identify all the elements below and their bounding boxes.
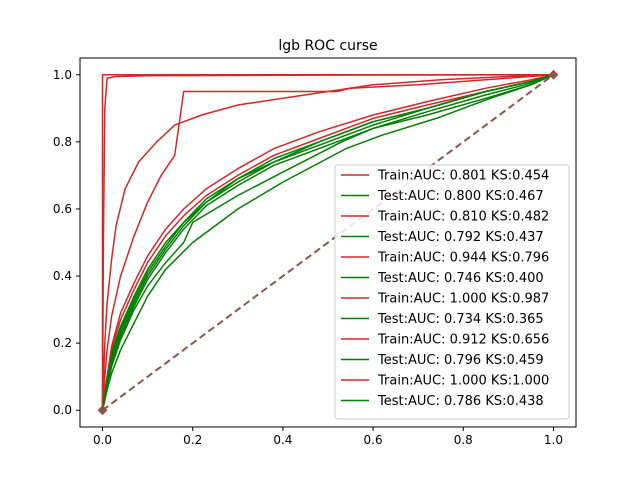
- x-tick-label: 0.4: [273, 433, 292, 447]
- y-tick-label: 0.8: [53, 135, 72, 149]
- roc-curve-train-3: [101, 74, 554, 411]
- legend-label: Train:AUC: 0.912 KS:0.656: [377, 333, 549, 348]
- y-axis-ticks: 0.0 0.2 0.4 0.6 0.8 1.0: [53, 68, 80, 417]
- axes-frame: [79, 57, 577, 428]
- legend: Train:AUC: 0.801 KS:0.454 Test:AUC: 0.800…: [334, 164, 570, 420]
- y-tick-label: 0.2: [53, 336, 72, 350]
- legend-label: Test:AUC: 0.796 KS:0.459: [377, 353, 544, 368]
- legend-label: Test:AUC: 0.792 KS:0.437: [377, 230, 544, 245]
- roc-curve-test-8: [101, 74, 554, 411]
- legend-label: Train:AUC: 0.810 KS:0.482: [377, 210, 549, 225]
- roc-curves: [101, 74, 554, 411]
- roc-curve-test-12: [101, 74, 554, 411]
- diagonal-marker: [548, 69, 559, 80]
- diagonal-marker: [97, 405, 108, 416]
- chance-diagonal: [97, 69, 559, 416]
- chart-title: lgb ROC curse: [278, 38, 377, 54]
- x-tick-label: 0.2: [183, 433, 202, 447]
- roc-curve-train-5: [101, 74, 554, 411]
- legend-label: Test:AUC: 0.734 KS:0.365: [377, 312, 544, 327]
- legend-label: Test:AUC: 0.800 KS:0.467: [377, 189, 544, 204]
- x-axis-ticks: 0.0 0.2 0.4 0.6 0.8 1.0: [93, 427, 563, 447]
- legend-label: Train:AUC: 0.801 KS:0.454: [377, 169, 549, 184]
- legend-label: Test:AUC: 0.786 KS:0.438: [377, 394, 544, 409]
- x-tick-label: 0.8: [454, 433, 473, 447]
- legend-label: Train:AUC: 1.000 KS:1.000: [377, 374, 549, 389]
- y-tick-label: 1.0: [53, 68, 72, 82]
- x-tick-label: 0.0: [93, 433, 112, 447]
- roc-curve-test-10: [101, 74, 554, 411]
- diagonal-line: [101, 73, 555, 412]
- y-tick-label: 0.4: [53, 269, 72, 283]
- roc-curve-train-11: [101, 74, 554, 411]
- legend-box: [334, 164, 570, 420]
- legend-label: Train:AUC: 0.944 KS:0.796: [377, 251, 549, 266]
- y-tick-label: 0.0: [53, 403, 72, 417]
- x-tick-label: 0.6: [364, 433, 383, 447]
- roc-curve-train-9: [101, 74, 554, 411]
- legend-label: Train:AUC: 1.000 KS:0.987: [377, 292, 549, 307]
- legend-label: Test:AUC: 0.746 KS:0.400: [377, 271, 544, 286]
- y-tick-label: 0.6: [53, 202, 72, 216]
- x-tick-label: 1.0: [544, 433, 563, 447]
